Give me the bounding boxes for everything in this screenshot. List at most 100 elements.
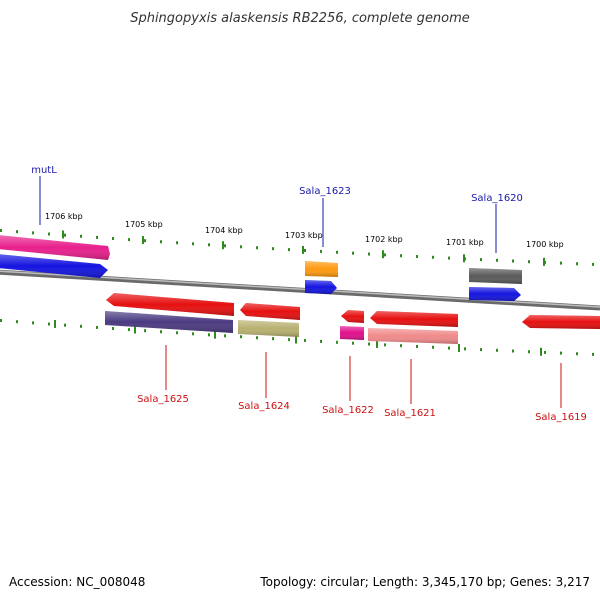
gene-salmon[interactable]	[368, 328, 458, 344]
minor-tick	[224, 334, 226, 338]
minor-tick	[288, 338, 290, 342]
minor-tick	[384, 253, 386, 257]
minor-tick	[160, 240, 162, 244]
minor-tick	[96, 235, 98, 239]
gene-sala-1625[interactable]	[106, 293, 234, 316]
minor-tick	[368, 252, 370, 256]
major-tick	[134, 325, 136, 334]
gene-magenta[interactable]	[340, 326, 364, 340]
minor-tick	[544, 350, 546, 354]
major-tick	[543, 257, 545, 266]
minor-tick	[512, 259, 514, 263]
minor-tick	[208, 333, 210, 337]
minor-tick	[352, 251, 354, 255]
kbp-label: 1705 kbp	[125, 220, 163, 229]
kbp-label: 1706 kbp	[45, 212, 83, 221]
kbp-label: 1702 kbp	[365, 235, 403, 244]
minor-tick	[576, 352, 578, 356]
minor-tick	[592, 262, 594, 266]
kbp-label: 1704 kbp	[205, 226, 243, 235]
minor-tick	[304, 339, 306, 343]
minor-tick	[32, 231, 34, 235]
accession-text: Accession: NC_008048	[9, 575, 145, 589]
minor-tick	[336, 250, 338, 254]
map-title: Sphingopyxis alaskensis RB2256, complete…	[130, 11, 470, 26]
minor-tick	[320, 339, 322, 343]
minor-tick	[576, 262, 578, 266]
minor-tick	[112, 237, 114, 241]
minor-tick	[272, 337, 274, 341]
minor-tick	[416, 345, 418, 349]
minor-tick	[496, 348, 498, 352]
minor-tick	[368, 342, 370, 346]
gene-labels-bottom: Sala_1625 Sala_1624 Sala_1622 Sala_1621 …	[137, 394, 587, 423]
major-tick	[54, 319, 56, 328]
minor-tick	[400, 344, 402, 348]
minor-tick	[448, 256, 450, 260]
gene-labels-top: mutL Sala_1623 Sala_1620	[31, 165, 523, 204]
minor-tick	[16, 320, 18, 324]
minor-tick	[480, 348, 482, 352]
minor-tick	[64, 323, 66, 327]
gene-label-mutl[interactable]: mutL	[31, 165, 57, 176]
kbp-label: 1701 kbp	[446, 238, 484, 247]
gene-olive[interactable]	[238, 320, 299, 337]
major-tick	[295, 335, 297, 344]
major-tick	[382, 250, 384, 259]
gene-label-sala-1625[interactable]: Sala_1625	[137, 394, 189, 405]
gene-blue-small[interactable]	[305, 280, 337, 294]
ruler-labels: 1706 kbp 1705 kbp 1704 kbp 1703 kbp 1702…	[45, 212, 564, 249]
minor-tick	[304, 249, 306, 253]
minor-tick	[48, 232, 50, 236]
gene-sala-1623[interactable]	[305, 261, 338, 277]
gene-label-sala-1624[interactable]: Sala_1624	[238, 401, 290, 412]
minor-tick	[512, 349, 514, 353]
minor-tick	[416, 255, 418, 259]
gene-label-sala-1619[interactable]: Sala_1619	[535, 412, 587, 423]
major-tick	[62, 230, 64, 239]
minor-tick	[448, 346, 450, 350]
ruler-ticks-bottom	[0, 319, 594, 356]
gene-sala-1620[interactable]	[469, 268, 522, 284]
gene-sala-1622[interactable]	[341, 310, 364, 323]
kbp-label: 1703 kbp	[285, 231, 323, 240]
minor-tick	[208, 243, 210, 247]
minor-tick	[240, 245, 242, 249]
leader-lines	[39, 176, 562, 408]
gene-sala-1624[interactable]	[240, 303, 300, 320]
gene-blue-arrow[interactable]	[0, 254, 108, 278]
minor-tick	[192, 242, 194, 246]
gene-sala-1621[interactable]	[370, 311, 458, 327]
minor-tick	[400, 254, 402, 258]
gene-purple[interactable]	[105, 311, 233, 333]
gene-label-sala-1620[interactable]: Sala_1620	[471, 193, 523, 204]
minor-tick	[592, 352, 594, 356]
kbp-label: 1700 kbp	[526, 240, 564, 249]
minor-tick	[224, 244, 226, 248]
minor-tick	[96, 325, 98, 329]
minor-tick	[128, 328, 130, 332]
major-tick	[540, 347, 542, 356]
gene-sala-1619[interactable]	[522, 315, 600, 329]
minor-tick	[256, 336, 258, 340]
minor-tick	[144, 239, 146, 243]
minor-tick	[160, 330, 162, 334]
minor-tick	[336, 340, 338, 344]
minor-tick	[480, 258, 482, 262]
minor-tick	[560, 261, 562, 265]
gene-label-sala-1621[interactable]: Sala_1621	[384, 408, 436, 419]
minor-tick	[0, 319, 2, 322]
minor-tick	[496, 258, 498, 262]
gene-label-sala-1622[interactable]: Sala_1622	[322, 405, 374, 416]
features-bottom	[105, 293, 600, 344]
ruler-ticks-top	[0, 229, 594, 266]
gene-blue-right[interactable]	[469, 287, 521, 301]
minor-tick	[176, 331, 178, 335]
gene-label-sala-1623[interactable]: Sala_1623	[299, 186, 351, 197]
major-tick	[222, 241, 224, 250]
minor-tick	[80, 324, 82, 328]
minor-tick	[256, 246, 258, 250]
minor-tick	[320, 249, 322, 253]
gene-mutL[interactable]	[0, 235, 110, 260]
